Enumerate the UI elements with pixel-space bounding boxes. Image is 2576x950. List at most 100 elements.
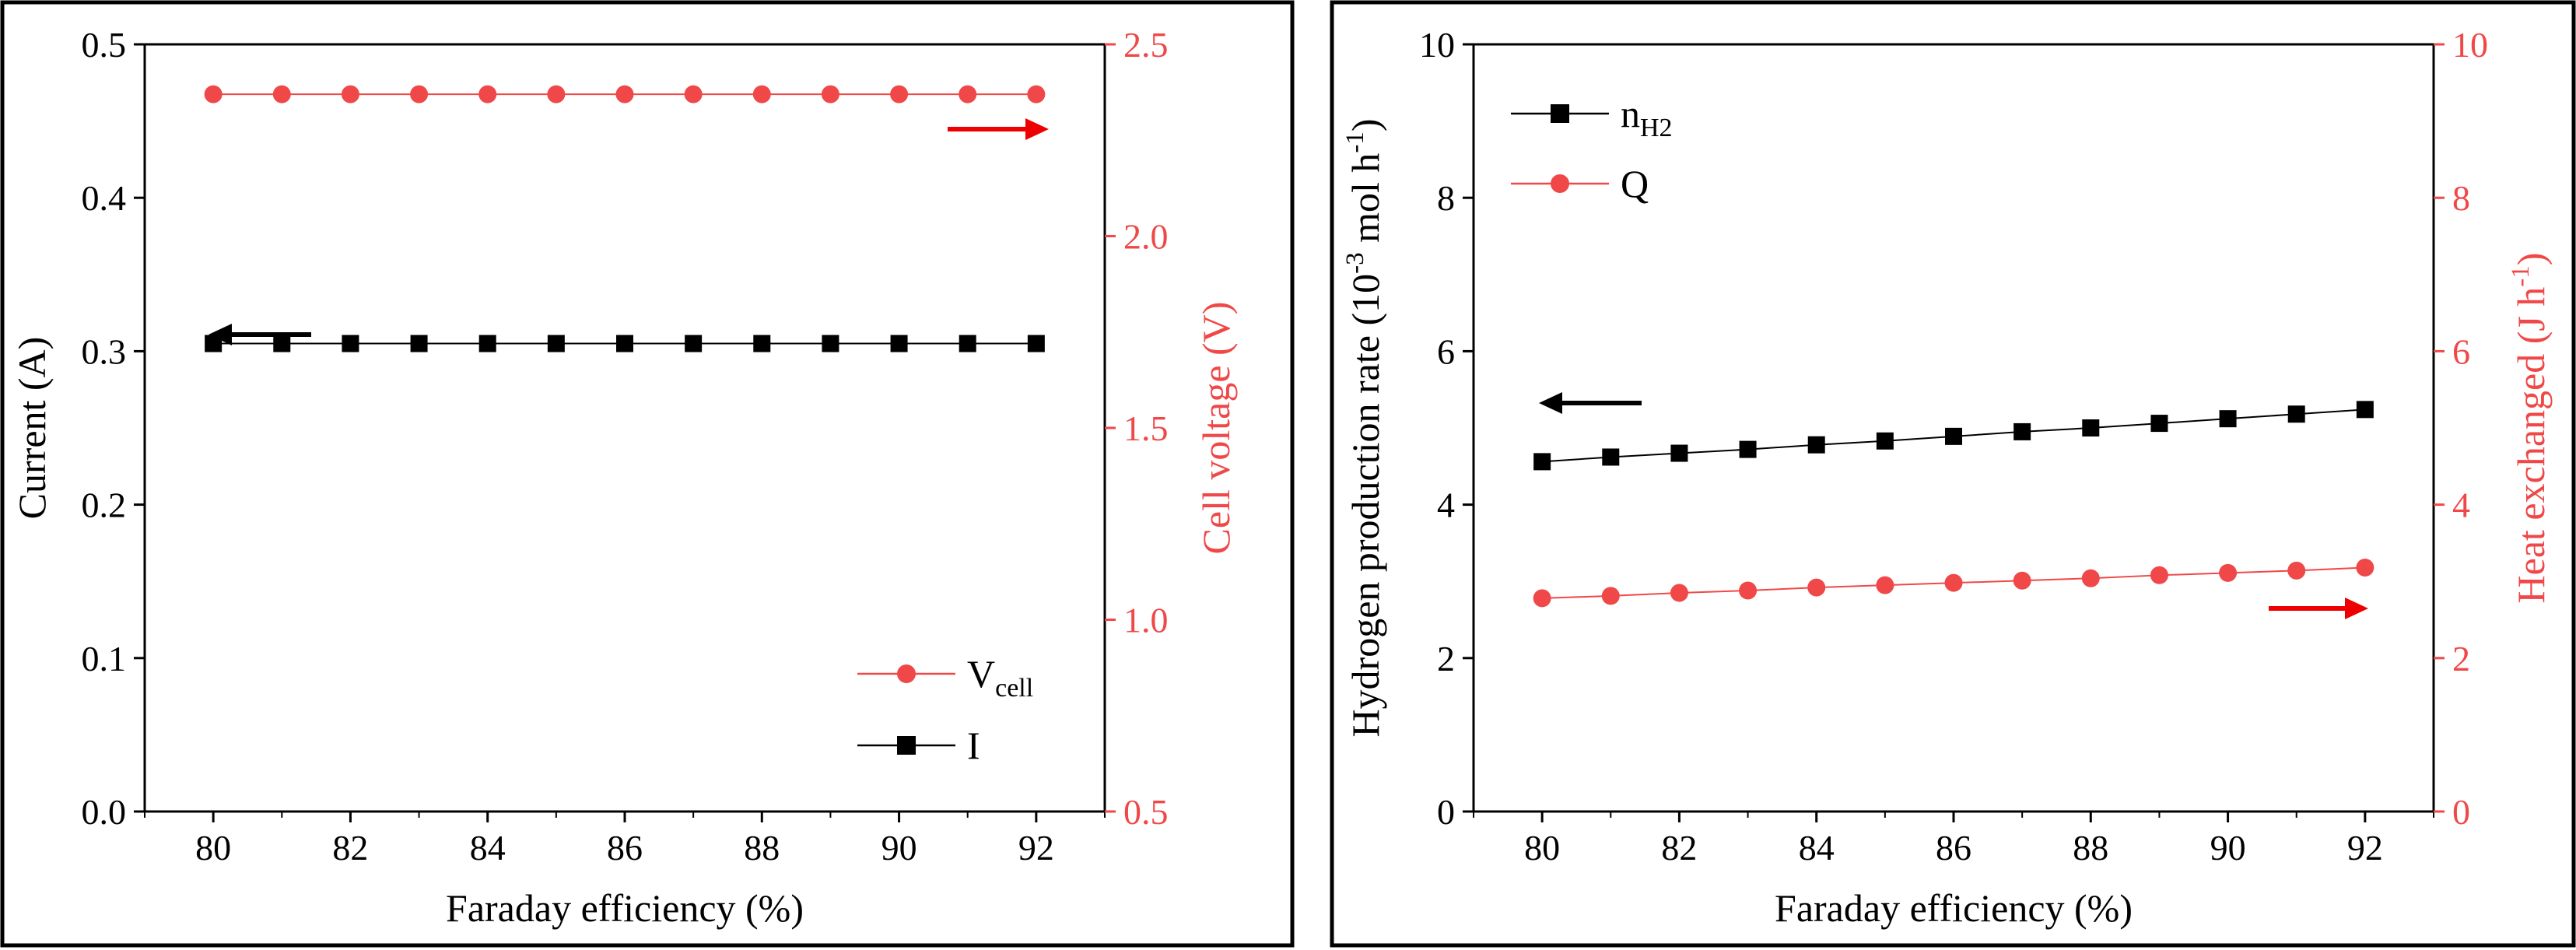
y-tick-label: 10 — [1419, 25, 1455, 65]
data-point — [821, 85, 839, 103]
series-lines — [213, 93, 1036, 345]
right-axis-arrow — [948, 118, 1049, 140]
x-tick-label: 82 — [332, 828, 368, 868]
y-axis-label: Current (A) — [10, 337, 54, 520]
data-point — [547, 85, 566, 103]
legend-label-i: I — [967, 724, 980, 767]
data-point — [205, 335, 223, 352]
x-axis-ticks: 80 82 84 86 88 90 92 — [1473, 812, 2434, 868]
data-point — [2150, 566, 2168, 584]
data-point — [1027, 335, 1045, 352]
data-point — [2287, 405, 2305, 423]
data-point — [341, 85, 359, 103]
y-tick-label: 0.1 — [82, 639, 127, 678]
data-point — [959, 335, 976, 352]
y-tick-label: 0.2 — [82, 486, 127, 525]
y2-axis-ticks: 0 2 4 6 8 10 — [2434, 25, 2488, 832]
data-point — [1027, 85, 1046, 103]
data-point — [1739, 581, 1758, 600]
data-point — [1533, 453, 1551, 471]
data-point — [2356, 401, 2374, 419]
data-point — [1670, 584, 1688, 602]
x-tick-label: 80 — [1524, 828, 1560, 868]
x-tick-label: 90 — [881, 828, 917, 868]
data-point — [890, 85, 909, 103]
x-tick-label: 86 — [607, 828, 643, 868]
data-point — [1739, 440, 1757, 458]
y2-axis-label: Cell voltage (V) — [1194, 302, 1238, 555]
data-point — [342, 335, 359, 352]
y-axis-ticks: 0 2 4 6 8 10 — [1419, 25, 1474, 832]
y-axis-label: Hydrogen production rate (10-3 mol h-1) — [1341, 118, 1387, 737]
y2-tick-label: 1.5 — [1123, 408, 1169, 448]
data-point — [2150, 415, 2168, 433]
legend-entry-q: Q — [1511, 162, 1649, 205]
right-axis-arrow — [2269, 598, 2368, 619]
x-tick-label: 84 — [1799, 828, 1835, 868]
y-tick-label: 6 — [1437, 331, 1455, 371]
data-point — [204, 85, 223, 103]
legend-label-vcell-sub: cell — [995, 674, 1033, 703]
x-tick-label: 86 — [1936, 828, 1971, 868]
legend: nH2 Q — [1511, 92, 1673, 205]
y-tick-label: 0 — [1437, 792, 1455, 832]
x-tick-label: 82 — [1661, 828, 1697, 868]
y-tick-label: 2 — [1437, 639, 1455, 678]
svg-text:nH2: nH2 — [1621, 92, 1673, 142]
data-point — [2287, 561, 2306, 580]
x-tick-label: 80 — [195, 828, 231, 868]
right-chart: 80 82 84 86 88 90 92 0 2 4 6 8 10 0 2 4 6 8 10 Faraday e… — [1341, 25, 2553, 930]
x-tick-label: 88 — [744, 828, 780, 868]
legend-entry-i: I — [857, 724, 980, 767]
data-point — [1602, 448, 1620, 466]
x-axis-ticks: 80 82 84 86 88 90 92 — [144, 812, 1106, 868]
y-tick-label: 0.0 — [82, 792, 127, 832]
data-point — [272, 85, 291, 103]
legend-entry-nh2: nH2 — [1511, 92, 1673, 142]
data-point — [685, 335, 703, 352]
series-markers — [204, 85, 1046, 352]
data-point — [410, 85, 429, 103]
data-point — [1876, 432, 1894, 450]
x-tick-label: 84 — [470, 828, 506, 868]
data-point — [2081, 569, 2100, 587]
y2-tick-label: 2 — [2452, 639, 2470, 678]
data-point — [616, 335, 633, 352]
data-point — [547, 335, 565, 352]
left-chart: 80 82 84 86 88 90 92 0.0 0.1 0.2 0.3 0.4 0.5 0.5 1.0… — [10, 25, 1238, 930]
right-panel-frame — [1330, 0, 2576, 948]
svg-text:Vcell: Vcell — [967, 652, 1033, 703]
plot-area — [143, 43, 1106, 813]
data-point — [822, 335, 839, 352]
y2-tick-label: 8 — [2452, 178, 2470, 218]
y-tick-label: 8 — [1437, 178, 1455, 218]
data-point — [1601, 587, 1620, 605]
data-point — [1944, 573, 1963, 592]
legend-entry-vcell: Vcell — [857, 652, 1033, 703]
y2-axis-ticks: 0.5 1.0 1.5 2.0 2.5 — [1105, 25, 1169, 832]
series-markers — [1533, 401, 2374, 608]
y-tick-label: 4 — [1437, 486, 1455, 525]
y2-tick-label: 6 — [2452, 331, 2470, 371]
legend-label-q: Q — [1621, 162, 1649, 205]
data-point — [1945, 427, 1962, 445]
data-point — [478, 85, 497, 103]
x-tick-label: 92 — [2347, 828, 2383, 868]
y-axis-ticks: 0.0 0.1 0.2 0.3 0.4 0.5 — [82, 25, 145, 832]
data-point — [2219, 410, 2237, 428]
data-point — [1876, 576, 1894, 594]
y-tick-label: 0.3 — [82, 331, 127, 371]
y2-axis-label: Heat exchanged (J h-1) — [2507, 253, 2553, 604]
data-point — [752, 85, 771, 103]
y2-tick-label: 0.5 — [1123, 792, 1169, 832]
data-point — [684, 85, 703, 103]
legend-label-nh2: n — [1621, 92, 1640, 135]
data-point — [1533, 589, 1551, 608]
x-tick-label: 92 — [1018, 828, 1054, 868]
data-point — [2082, 419, 2100, 436]
data-point — [2013, 571, 2031, 590]
left-axis-arrow — [209, 324, 311, 345]
data-point — [410, 335, 428, 352]
x-tick-label: 90 — [2210, 828, 2246, 868]
